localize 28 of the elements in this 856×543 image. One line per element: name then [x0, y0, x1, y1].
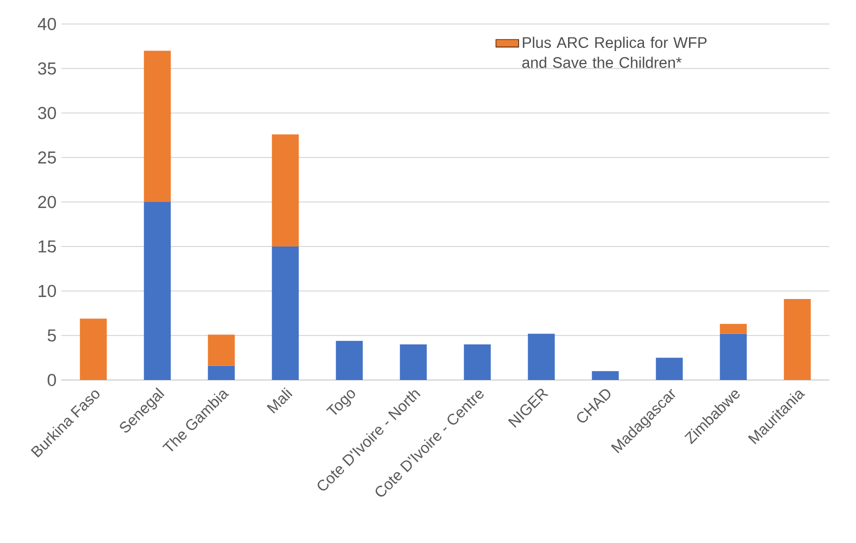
y-tick-label: 5: [48, 330, 56, 342]
y-tick-label: 15: [38, 240, 56, 253]
y-tick-label: 25: [38, 152, 56, 164]
y-tick-label: 35: [38, 62, 56, 75]
y-tick-label: 10: [38, 285, 56, 298]
y-tick-label: 30: [38, 107, 56, 120]
y-tick-label: 40: [38, 18, 56, 30]
bar: [720, 324, 747, 334]
legend-label: Plus ARC Replica for WFP and Save the Children*: [522, 36, 707, 68]
bar: [336, 341, 363, 380]
bar: [144, 50, 171, 202]
bar: [80, 318, 107, 380]
bar: [208, 366, 235, 380]
y-tick-label: 20: [38, 196, 56, 208]
bar: [720, 334, 747, 380]
bar: [656, 358, 683, 380]
bar: [528, 334, 555, 380]
bar: [144, 202, 171, 380]
y-tick-label: 0: [48, 374, 56, 386]
bar: [272, 134, 299, 247]
bar: [464, 344, 491, 380]
x-tick-label: Togo: [326, 390, 356, 415]
bar: [592, 371, 619, 380]
bar: [272, 246, 299, 380]
x-tick-label: Mali: [266, 388, 292, 414]
bar: [208, 334, 235, 366]
bar: [400, 344, 427, 380]
bar: [784, 299, 811, 380]
